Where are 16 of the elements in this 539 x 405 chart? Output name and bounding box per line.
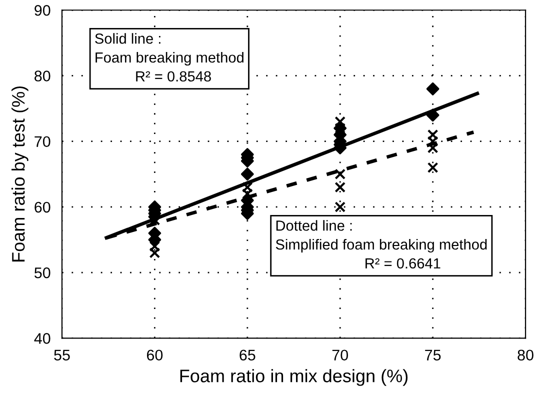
x-tick-label: 75 — [425, 350, 441, 361]
y-tick-label: 90 — [34, 4, 50, 16]
y-tick-label: 60 — [34, 202, 50, 213]
y-tick-label: 40 — [34, 333, 50, 344]
x-tick-label: 70 — [332, 350, 348, 361]
y-tick-label: 80 — [34, 70, 50, 82]
x-tick-label: 60 — [146, 350, 163, 361]
y-axis-title: Foam ratio by test (%) — [11, 86, 28, 262]
annotation: Dotted line : Simplified foam breaking method R² = 0.6641 — [276, 220, 487, 269]
x-tick-label: 55 — [54, 350, 70, 361]
x-tick-label: 80 — [518, 350, 534, 361]
y-tick-label: 70 — [34, 136, 50, 148]
annotation: Solid line : Foam breaking method R² = 0.8548 — [95, 33, 244, 82]
y-tick-label: 50 — [34, 267, 50, 278]
x-axis-title: Foam ratio in mix design (%) — [180, 369, 408, 386]
x-tick-label: 65 — [240, 350, 256, 361]
